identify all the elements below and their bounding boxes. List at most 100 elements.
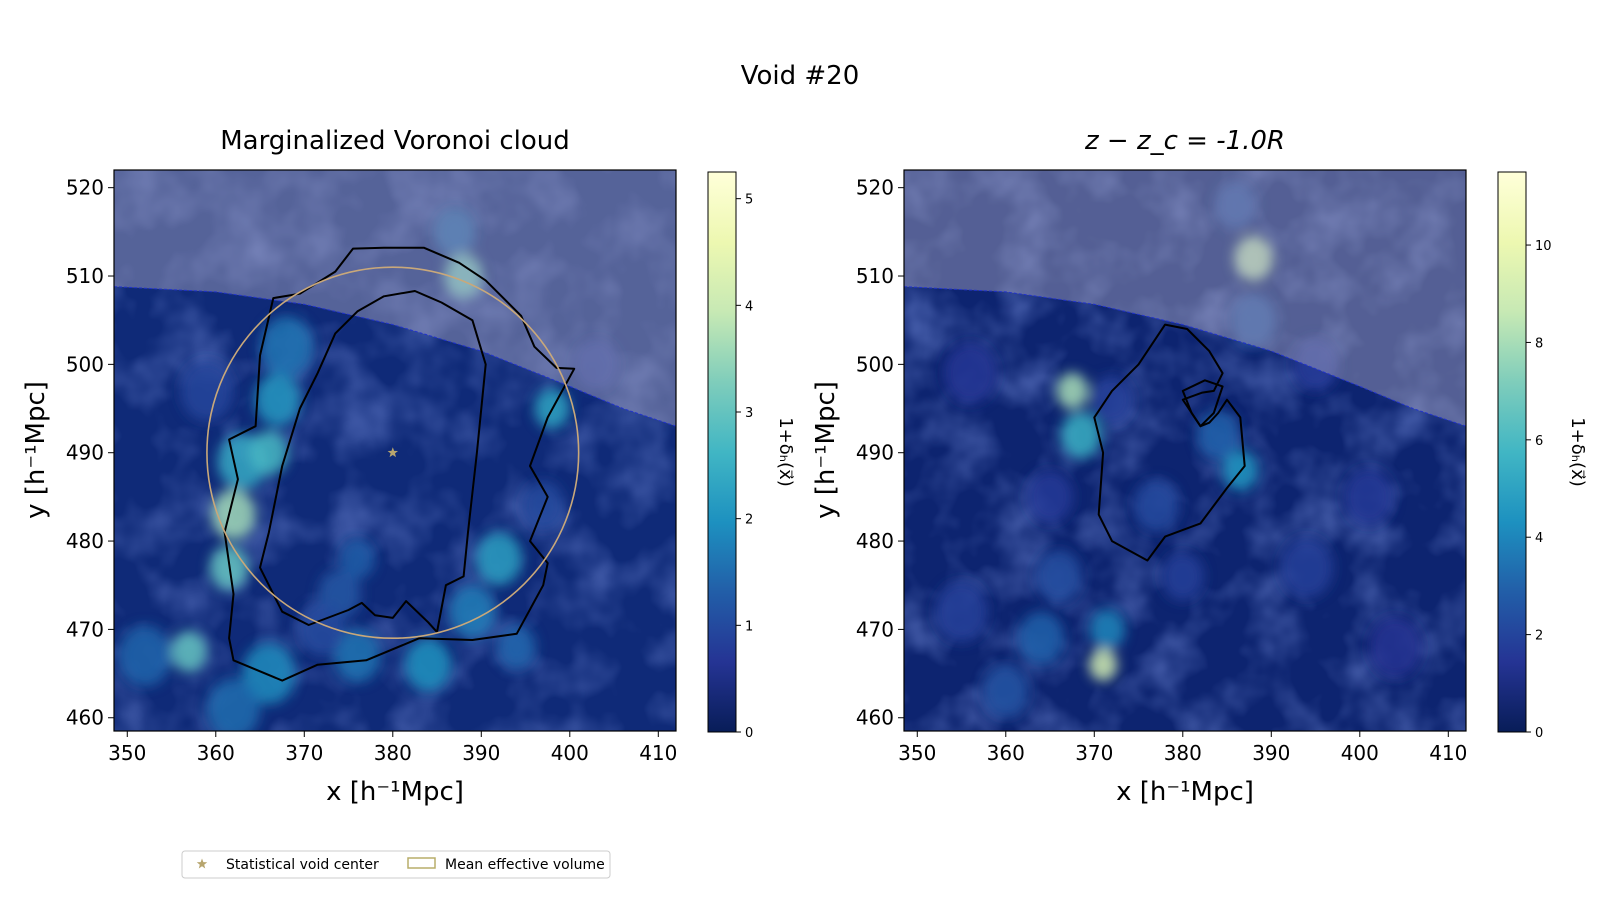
mean-effective-volume-circle	[206, 266, 580, 640]
left-colorbar	[707, 171, 737, 733]
density-peak	[934, 581, 989, 643]
x-tick-label: 390	[462, 741, 500, 765]
y-tick-label: 510	[856, 264, 894, 288]
y-tick-label: 520	[856, 176, 894, 200]
legend-rect-icon	[407, 857, 436, 869]
x-tick-label: 350	[898, 741, 936, 765]
colorbar-tick-label: 0	[1535, 726, 1543, 741]
density-peak	[1133, 479, 1180, 533]
legend-box	[181, 850, 611, 879]
colorbar-tick-label: 4	[1535, 531, 1543, 546]
legend-item-effective-volume: Mean effective volume	[445, 857, 605, 873]
x-tick-label: 350	[108, 741, 146, 765]
density-peak	[118, 625, 172, 687]
y-tick-label: 510	[66, 264, 104, 288]
density-peak	[1280, 537, 1334, 599]
y-tick-label: 470	[856, 617, 894, 641]
density-peak	[444, 253, 484, 299]
x-tick-label: 370	[1075, 741, 1113, 765]
right-x-axis-label: x [h⁻¹Mpc]	[1116, 777, 1254, 807]
colorbar-tick-label: 8	[1535, 336, 1543, 351]
y-tick-label: 460	[66, 706, 104, 730]
density-peak	[249, 430, 289, 476]
density-peak	[1292, 337, 1339, 391]
y-tick-label: 480	[66, 529, 104, 553]
density-peak	[1056, 372, 1089, 410]
y-tick-label: 490	[856, 441, 894, 465]
legend: Statistical void center Mean effective v…	[181, 850, 611, 879]
density-peak	[1368, 616, 1422, 678]
density-peak	[1230, 293, 1277, 347]
colorbar-tick-label: 1	[745, 619, 753, 634]
density-peak	[943, 342, 997, 404]
y-tick-label: 500	[856, 352, 894, 376]
right-panel-title: z − z_c = -1.0R	[1084, 126, 1285, 156]
density-peak	[433, 207, 476, 257]
right-boundary-line	[904, 286, 1466, 427]
void-center-star	[387, 447, 399, 458]
x-tick-label: 410	[1429, 741, 1467, 765]
density-peak	[982, 664, 1029, 718]
y-tick-label: 500	[66, 352, 104, 376]
density-peak	[1090, 375, 1134, 425]
legend-item-void-center: Statistical void center	[226, 857, 379, 873]
void-contour	[259, 290, 487, 634]
colorbar-tick-label: 5	[745, 193, 753, 208]
x-tick-label: 370	[285, 741, 323, 765]
density-peak	[260, 316, 314, 378]
x-tick-label: 360	[197, 741, 235, 765]
density-peak	[405, 638, 452, 692]
right-colorbar-ticks: 0 2 4 6 8 10	[1526, 239, 1552, 741]
density-peak	[334, 629, 381, 683]
right-colorbar	[1497, 171, 1527, 733]
right-panel: z − z_c = -1.0R 350 360 370 380 390 400 410 46…	[811, 126, 1588, 807]
colorbar-tick-label: 3	[745, 406, 753, 421]
left-contours	[223, 246, 576, 682]
right-colorbar-label: 1+δₕ(x⃗)	[1567, 417, 1588, 487]
density-peak	[339, 538, 376, 580]
density-peak	[1161, 551, 1205, 601]
left-x-ticks: 350 360 370 380 390 400 410	[108, 731, 677, 765]
x-tick-label: 410	[639, 741, 677, 765]
legend-star-icon	[196, 858, 208, 869]
density-peak	[1060, 411, 1102, 459]
right-y-ticks: 460 470 480 490 500 510 520	[856, 176, 904, 730]
colorbar-tick-label: 2	[1535, 629, 1543, 644]
left-density-field	[118, 207, 620, 731]
density-peak	[1035, 549, 1082, 603]
left-colorbar-label: 1+δₕ(x⃗)	[775, 417, 796, 487]
density-peak	[1088, 648, 1118, 682]
x-tick-label: 380	[1164, 741, 1202, 765]
left-panel: Marginalized Voronoi cloud 350 360 370 380 3…	[21, 126, 796, 807]
x-tick-label: 390	[1252, 741, 1290, 765]
left-y-ticks: 460 470 480 490 500 510 520	[66, 176, 114, 730]
y-tick-label: 480	[856, 529, 894, 553]
density-peak	[242, 643, 296, 705]
y-tick-label: 470	[66, 617, 104, 641]
left-panel-title: Marginalized Voronoi cloud	[220, 126, 570, 156]
right-y-axis-label: y [h⁻¹Mpc]	[811, 381, 841, 519]
void-contour	[1181, 379, 1224, 428]
density-peak	[1089, 609, 1126, 650]
y-tick-label: 520	[66, 176, 104, 200]
x-tick-label: 400	[551, 741, 589, 765]
left-x-axis-label: x [h⁻¹Mpc]	[326, 777, 464, 807]
density-peak	[573, 337, 620, 391]
x-tick-label: 400	[1341, 741, 1379, 765]
density-peak	[1234, 235, 1274, 281]
left-survey-mask	[114, 170, 676, 427]
colorbar-tick-label: 0	[745, 726, 753, 741]
density-peak	[1214, 180, 1258, 230]
x-tick-label: 380	[374, 741, 412, 765]
left-y-axis-label: y [h⁻¹Mpc]	[21, 381, 51, 519]
colorbar-tick-label: 2	[745, 513, 753, 528]
density-peak	[497, 624, 537, 670]
density-peak	[180, 360, 234, 422]
colorbar-tick-label: 4	[745, 299, 753, 314]
density-peak	[1018, 611, 1065, 665]
density-peak	[1343, 468, 1394, 526]
right-survey-mask	[904, 170, 1466, 427]
density-peak	[1027, 470, 1074, 524]
y-tick-label: 490	[66, 441, 104, 465]
